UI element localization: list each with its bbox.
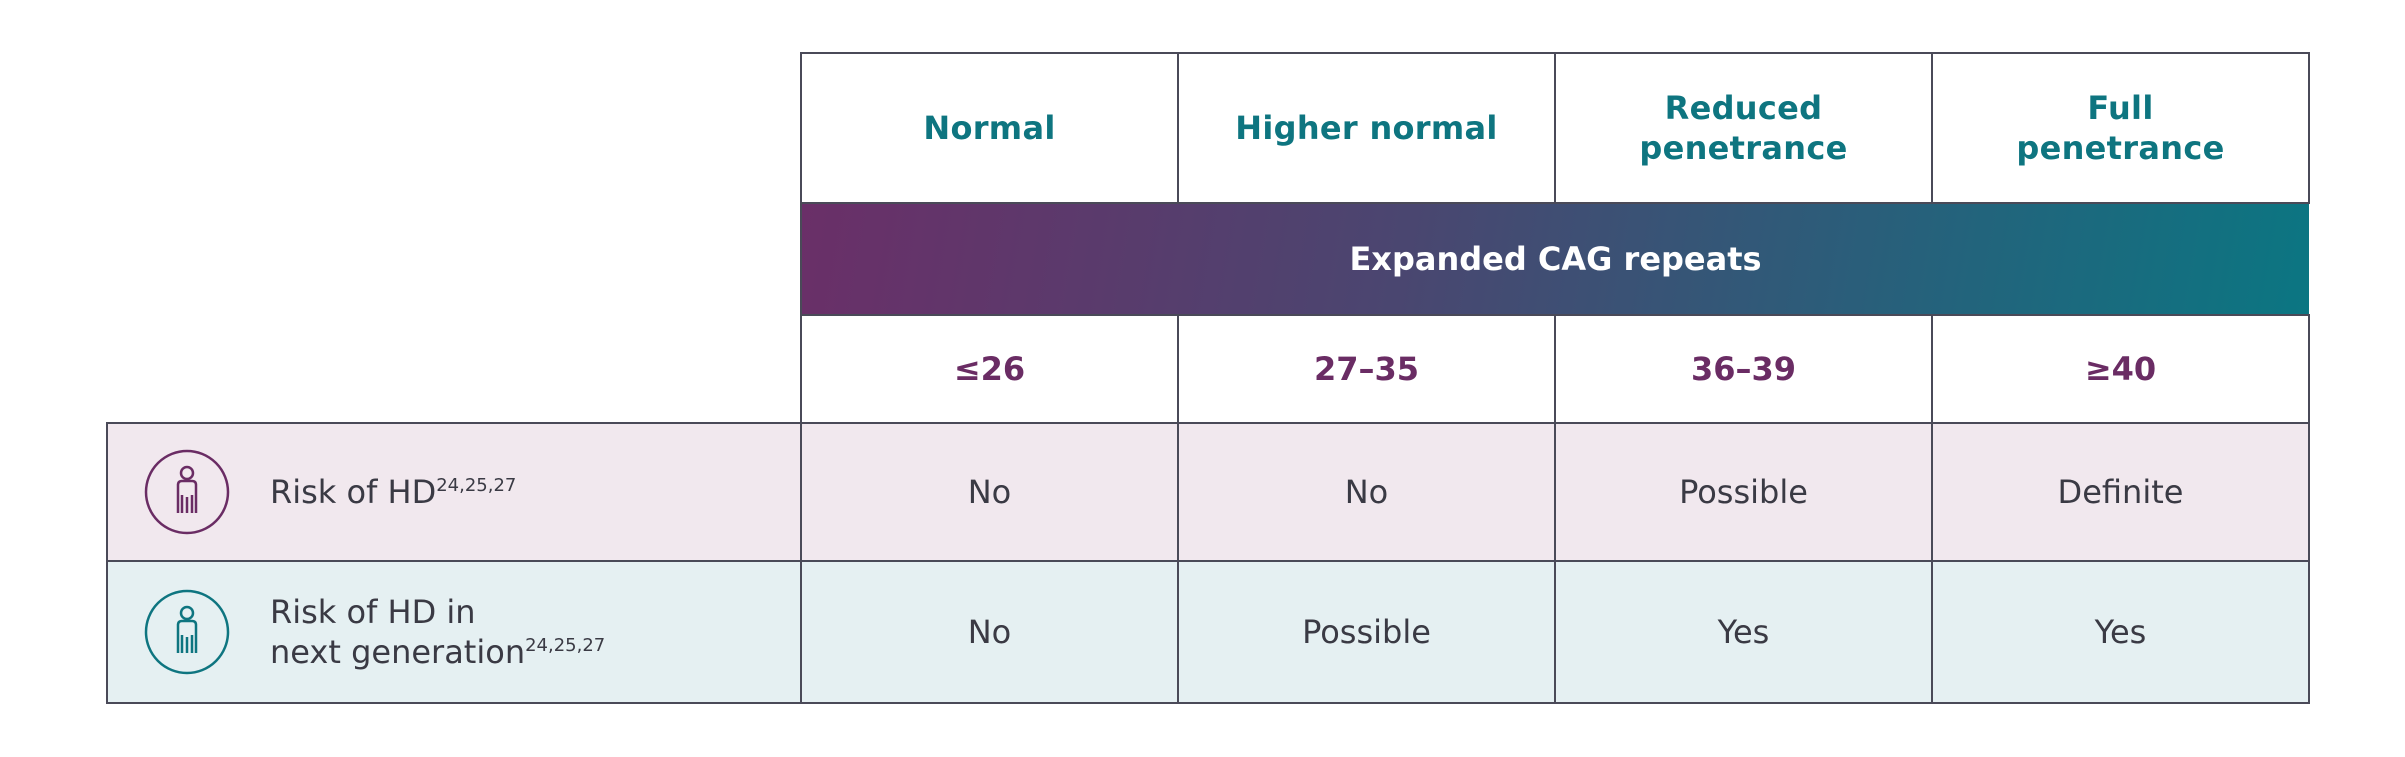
risk-hd-higher-normal: No (1177, 422, 1556, 562)
range-reduced: 36–39 (1554, 314, 1933, 424)
risk-hd-label-cell: Risk of HD24,25,27 (106, 422, 802, 562)
cag-repeat-table: Normal Higher normal Reduced penetrance … (106, 52, 2310, 704)
risk-hd-normal: No (800, 422, 1179, 562)
person-icon (144, 589, 230, 675)
risk-hd-reduced: Possible (1554, 422, 1933, 562)
risk-next-gen-label-cell: Risk of HD in next generation24,25,27 (106, 560, 802, 704)
range-full: ≥40 (1931, 314, 2310, 424)
risk-hd-label-text: Risk of HD (270, 473, 437, 511)
risk-next-gen-normal: No (800, 560, 1179, 704)
expanded-cag-band-row: Expanded CAG repeats (107, 202, 2309, 316)
risk-next-gen-label: Risk of HD in next generation24,25,27 (270, 592, 605, 672)
expanded-cag-band: Expanded CAG repeats (801, 202, 2309, 316)
risk-table: Normal Higher normal Reduced penetrance … (106, 52, 2310, 704)
header-normal-text: Normal (923, 109, 1056, 147)
risk-row-hd: Risk of HD24,25,27 No No Possible Defini… (106, 422, 2310, 562)
risk-next-gen-full: Yes (1931, 560, 2310, 704)
risk-next-gen-higher-normal: Possible (1177, 560, 1556, 704)
header-full-line1: Full (2087, 89, 2154, 127)
header-full-line2: penetrance (2016, 129, 2225, 167)
header-reduced-penetrance: Reduced penetrance (1554, 52, 1933, 204)
range-row: ≤26 27–35 36–39 ≥40 (107, 314, 2310, 424)
category-header-row: Normal Higher normal Reduced penetrance … (107, 52, 2310, 423)
header-full-penetrance: Full penetrance (1931, 52, 2310, 204)
risk-hd-full: Definite (1931, 422, 2310, 562)
risk-next-gen-refs: 24,25,27 (525, 635, 606, 656)
person-icon (144, 449, 230, 535)
range-higher-normal: 27–35 (1177, 314, 1556, 424)
risk-next-gen-line2: next generation (270, 633, 526, 671)
range-normal: ≤26 (800, 314, 1179, 424)
header-reduced-line2: penetrance (1639, 129, 1848, 167)
risk-next-gen-reduced: Yes (1554, 560, 1933, 704)
header-normal: Normal (800, 52, 1179, 204)
risk-next-gen-line1: Risk of HD in (270, 593, 476, 631)
header-higher-normal-text: Higher normal (1235, 109, 1498, 147)
header-higher-normal: Higher normal (1177, 52, 1556, 204)
risk-hd-label: Risk of HD24,25,27 (270, 472, 516, 512)
risk-hd-refs: 24,25,27 (436, 475, 517, 496)
header-reduced-line1: Reduced (1664, 89, 1823, 127)
risk-row-next-generation: Risk of HD in next generation24,25,27 No… (106, 560, 2310, 704)
empty-corner-cell (107, 53, 802, 423)
